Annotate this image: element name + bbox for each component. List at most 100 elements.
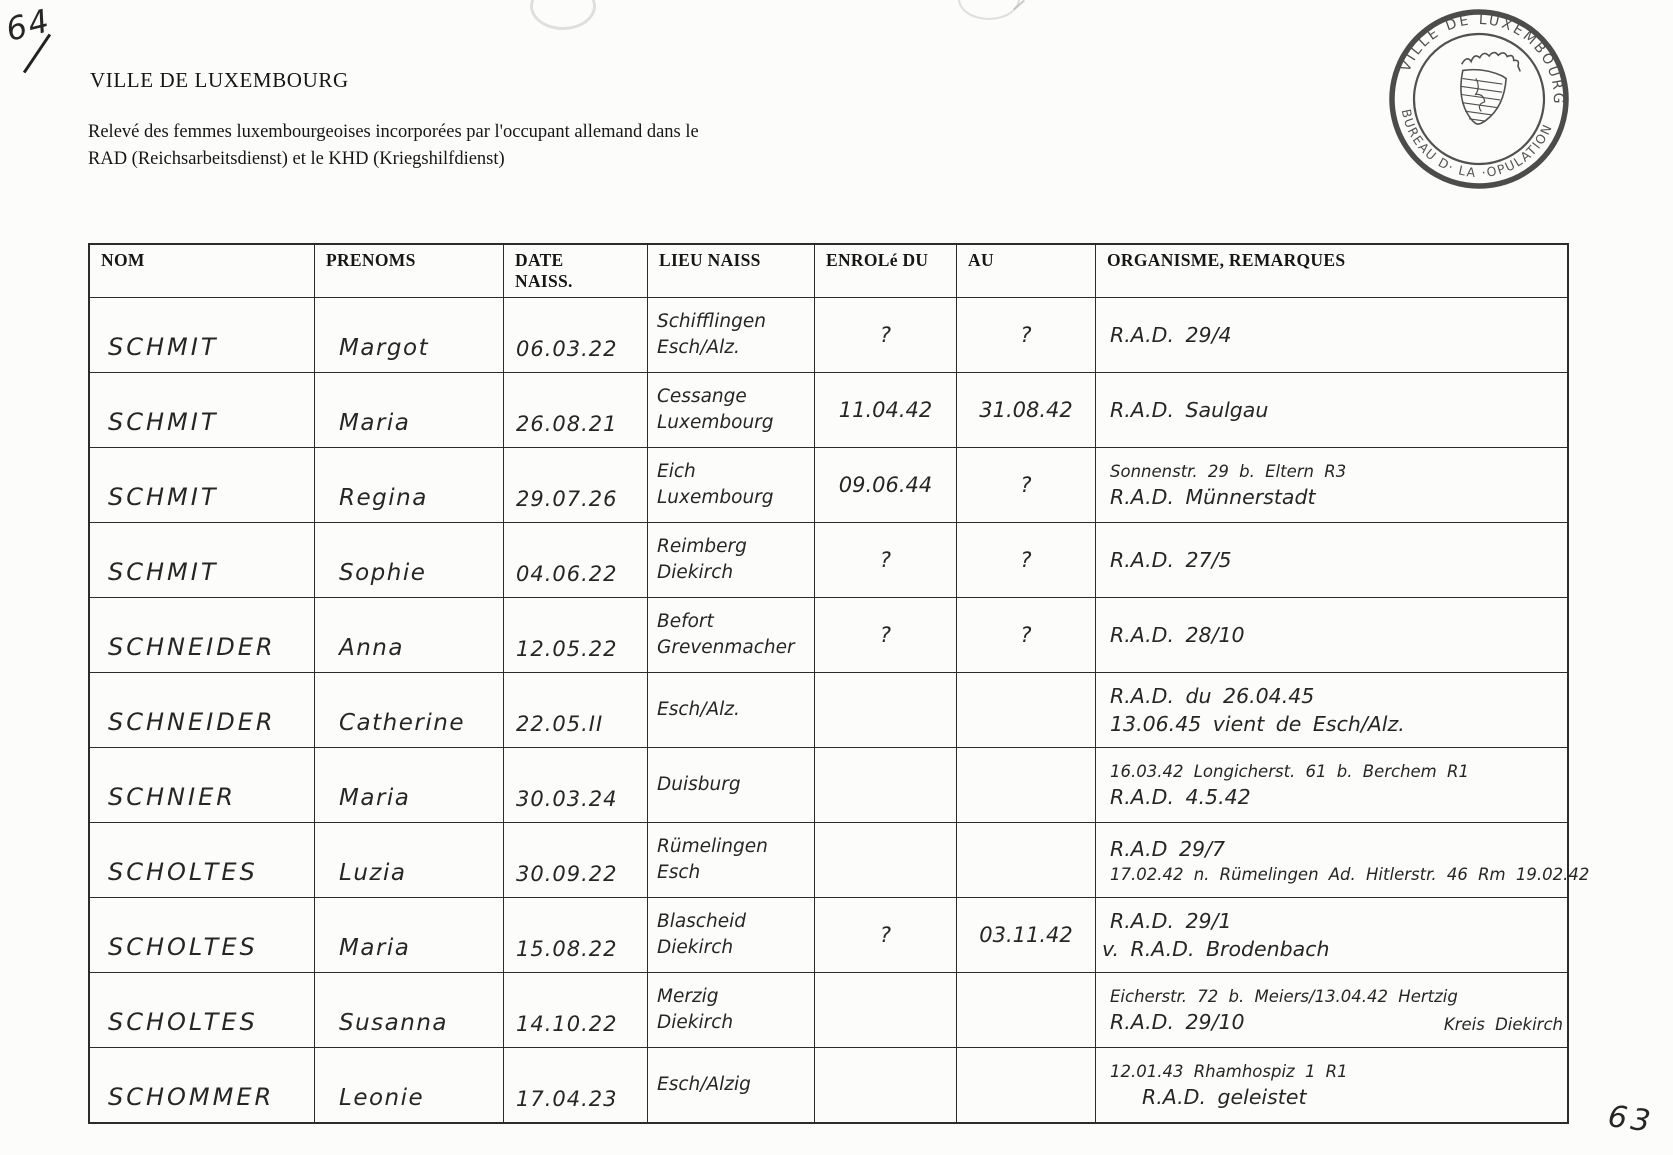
lieu-line: Cessange	[657, 386, 747, 407]
column-header-organisme: ORGANISME, REMARQUES	[1107, 250, 1346, 270]
lieu-line: Reimberg	[657, 536, 747, 557]
cell-au	[957, 1048, 1096, 1122]
cell-lieu-naiss: Befort Grevenmacher	[648, 598, 815, 672]
cell-enrole-du: ?	[815, 598, 957, 672]
table-row: SCHOMMER Leonie 17.04.23 Esch/Alzig 12.0…	[90, 1047, 1567, 1122]
cell-prenoms: Regina	[315, 448, 504, 522]
remark-line: v. R.A.D. Brodenbach	[1102, 937, 1330, 961]
lieu-line: Esch	[657, 862, 701, 883]
remark-line: R.A.D. 29/10 Kreis Diekirch	[1110, 1008, 1567, 1036]
cell-prenoms: Maria	[315, 748, 504, 822]
cell-au: ?	[957, 448, 1096, 522]
cell-enrole-du: 11.04.42	[815, 373, 957, 447]
table-row: SCHOLTES Maria 15.08.22 Blascheid Diekir…	[90, 897, 1567, 972]
cell-remarques: R.A.D. 29/1 v. R.A.D. Brodenbach	[1096, 898, 1567, 972]
cell-au	[957, 673, 1096, 747]
cell-au	[957, 973, 1096, 1047]
table-row: SCHMIT Regina 29.07.26 Eich Luxembourg 0…	[90, 447, 1567, 522]
table-row: SCHNEIDER Catherine 22.05.II Esch/Alz. R…	[90, 672, 1567, 747]
cell-prenoms: Margot	[315, 298, 504, 372]
cell-prenoms: Luzia	[315, 823, 504, 897]
cell-remarques: R.A.D. 27/5	[1096, 523, 1567, 597]
cell-lieu-naiss: Blascheid Diekirch	[648, 898, 815, 972]
remark-line: R.A.D 29/7	[1110, 836, 1226, 861]
column-header-au: AU	[957, 245, 1096, 297]
cell-date-naiss: 30.03.24	[504, 748, 648, 822]
page-number-bottom: 63	[1605, 1098, 1657, 1141]
cell-prenoms: Maria	[315, 373, 504, 447]
cell-remarques: 16.03.42 Longicherst. 61 b. Berchem R1 R…	[1096, 748, 1567, 822]
cell-remarques: R.A.D. 29/4	[1096, 298, 1567, 372]
remark-line: Eicherstr. 72 b. Meiers/13.04.42 Hertzig	[1110, 986, 1458, 1006]
remark-line: 13.06.45 vient de Esch/Alz.	[1110, 712, 1405, 736]
cell-prenoms: Anna	[315, 598, 504, 672]
remark-line: 17.02.42 n. Rümelingen Ad. Hitlerstr. 46…	[1110, 864, 1590, 884]
cell-remarques: R.A.D. du 26.04.45 13.06.45 vient de Esc…	[1096, 673, 1567, 747]
remark-line: R.A.D. 4.5.42	[1110, 784, 1251, 809]
lieu-line: Esch/Alz.	[657, 337, 740, 358]
cell-remarques: R.A.D 29/7 17.02.42 n. Rümelingen Ad. Hi…	[1096, 823, 1590, 897]
table-row: SCHMIT Maria 26.08.21 Cessange Luxembour…	[90, 372, 1567, 447]
lieu-line: Diekirch	[657, 562, 734, 583]
cell-remarques: Sonnenstr. 29 b. Eltern R3 R.A.D. Münner…	[1096, 448, 1567, 522]
remark-line: R.A.D. 29/4	[1110, 323, 1232, 347]
cell-nom: SCHNEIDER	[90, 598, 315, 672]
subtitle-line-2: RAD (Reichsarbeitsdienst) et le KHD (Kri…	[88, 149, 505, 169]
table-row: SCHMIT Sophie 04.06.22 Reimberg Diekirch…	[90, 522, 1567, 597]
cell-enrole-du	[815, 673, 957, 747]
cell-remarques: Eicherstr. 72 b. Meiers/13.04.42 Hertzig…	[1096, 973, 1567, 1047]
remark-line: Sonnenstr. 29 b. Eltern R3	[1110, 461, 1347, 481]
cell-enrole-du: 09.06.44	[815, 448, 957, 522]
cell-nom: SCHOMMER	[90, 1048, 315, 1122]
cell-nom: SCHMIT	[90, 373, 315, 447]
remark-line: R.A.D. 27/5	[1110, 548, 1232, 572]
cell-nom: SCHMIT	[90, 523, 315, 597]
cell-date-naiss: 12.05.22	[504, 598, 648, 672]
cell-lieu-naiss: Esch/Alz.	[648, 673, 815, 747]
remark-text: R.A.D. 29/10	[1110, 1009, 1245, 1034]
table-row: SCHOLTES Luzia 30.09.22 Rümelingen Esch …	[90, 822, 1590, 897]
remark-line: R.A.D. 28/10	[1110, 623, 1245, 647]
column-header-nom: NOM	[90, 245, 315, 297]
cell-remarques: 12.01.43 Rhamhospiz 1 R1 R.A.D. geleiste…	[1096, 1048, 1567, 1122]
lieu-line: Luxembourg	[657, 412, 774, 433]
column-header-prenoms: PRENOMS	[315, 245, 504, 297]
cell-au: ?	[957, 523, 1096, 597]
cell-lieu-naiss: Esch/Alzig	[648, 1048, 815, 1122]
cell-lieu-naiss: Schifflingen Esch/Alz.	[648, 298, 815, 372]
lieu-line: Befort	[657, 611, 714, 632]
lieu-line: Schifflingen	[657, 311, 766, 332]
cell-prenoms: Catherine	[315, 673, 504, 747]
cell-lieu-naiss: Duisburg	[648, 748, 815, 822]
lieu-line: Luxembourg	[657, 487, 774, 508]
subtitle-line-1: Relevé des femmes luxembourgeoises incor…	[88, 122, 699, 142]
cell-lieu-naiss: Reimberg Diekirch	[648, 523, 815, 597]
lieu-line: Diekirch	[657, 937, 734, 958]
cell-enrole-du	[815, 1048, 957, 1122]
cell-nom: SCHOLTES	[90, 973, 315, 1047]
table-row: SCHMIT Margot 06.03.22 Schifflingen Esch…	[90, 297, 1567, 372]
cell-au	[957, 748, 1096, 822]
stamp-outer-ring	[1389, 9, 1569, 189]
remark-line: R.A.D. 29/1	[1110, 909, 1232, 933]
column-header-enrole-du: ENROLé DU	[815, 245, 957, 297]
lieu-line: Duisburg	[657, 774, 741, 795]
cell-au: ?	[957, 598, 1096, 672]
cell-date-naiss: 22.05.II	[504, 673, 648, 747]
cell-date-naiss: 04.06.22	[504, 523, 648, 597]
cell-nom: SCHOLTES	[90, 898, 315, 972]
lieu-line: Grevenmacher	[657, 637, 795, 658]
cell-lieu-naiss: Cessange Luxembourg	[648, 373, 815, 447]
cell-remarques: R.A.D. Saulgau	[1096, 373, 1567, 447]
cell-enrole-du: ?	[815, 523, 957, 597]
lieu-line: Rümelingen	[657, 836, 768, 857]
cell-au	[957, 823, 1096, 897]
table-header-row: NOM PRENOMS DATE NAISS. LIEU NAISS ENROL…	[90, 245, 1567, 297]
cell-au: ?	[957, 298, 1096, 372]
cell-lieu-naiss: Merzig Diekirch	[648, 973, 815, 1047]
cell-nom: SCHMIT	[90, 448, 315, 522]
cell-prenoms: Sophie	[315, 523, 504, 597]
cell-nom: SCHMIT	[90, 298, 315, 372]
cell-date-naiss: 17.04.23	[504, 1048, 648, 1122]
remark-line: R.A.D. du 26.04.45	[1110, 684, 1315, 708]
